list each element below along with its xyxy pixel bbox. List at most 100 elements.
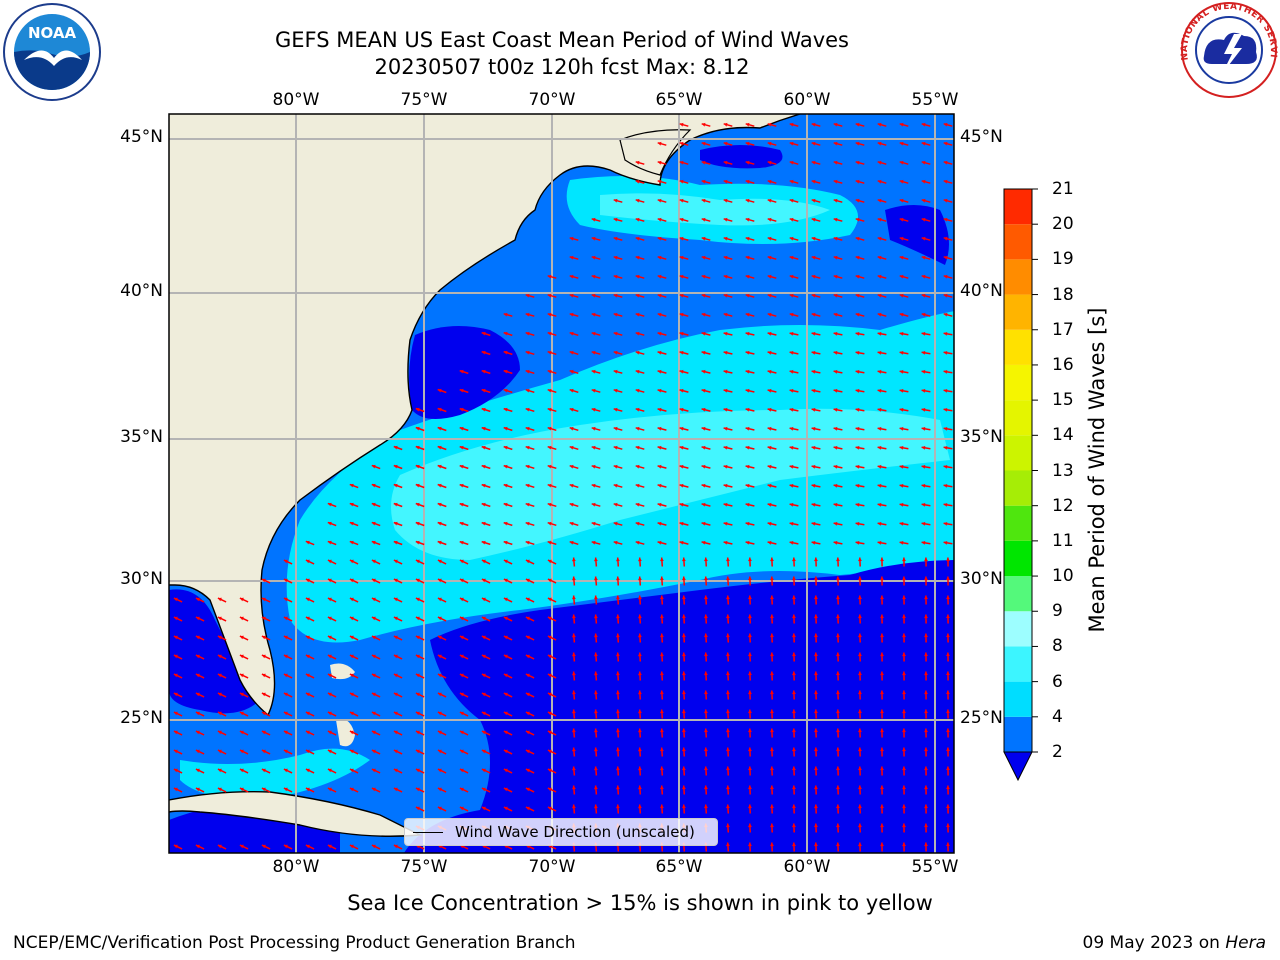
wind-wave-arrow-head: [415, 787, 420, 792]
wind-wave-arrow-head: [811, 236, 816, 241]
wind-wave-arrow-head: [792, 823, 796, 828]
wind-wave-arrow-head: [943, 179, 948, 184]
wind-wave-arrow-head: [481, 331, 486, 336]
wind-wave-arrow-head: [547, 521, 552, 526]
wind-wave-arrow-head: [726, 785, 730, 790]
wind-wave-arrow-head: [459, 483, 464, 488]
wind-wave-arrow-head: [371, 597, 376, 602]
wind-wave-arrow-head: [591, 426, 596, 431]
wind-wave-arrow-head: [811, 426, 816, 431]
wind-wave-arrow-head: [921, 407, 926, 412]
wind-wave-arrow-head: [792, 652, 796, 657]
wind-wave-arrow-head: [946, 690, 950, 694]
wind-wave-arrow-head: [855, 483, 860, 488]
wind-wave-arrow-head: [569, 293, 574, 298]
wind-wave-arrow-head: [723, 369, 728, 374]
wind-wave-arrow-head: [811, 388, 816, 393]
colorbar-tick-label: 19: [1052, 249, 1074, 270]
wind-wave-arrow-head: [745, 388, 750, 393]
wind-wave-arrow-head: [924, 709, 928, 714]
wind-wave-arrow-head: [704, 652, 708, 657]
wind-wave-arrow-head: [723, 293, 728, 298]
legend-line-sample: [413, 831, 443, 833]
colorbar-segment: [1004, 646, 1032, 682]
wind-wave-arrow-head: [704, 766, 708, 771]
wind-wave-arrow-head: [877, 160, 882, 165]
wind-wave-arrow-head: [195, 654, 200, 659]
wind-wave-arrow-head: [239, 597, 244, 602]
wind-wave-arrow-head: [657, 217, 662, 222]
wind-wave-arrow-head: [393, 768, 398, 773]
wind-wave-arrow-head: [899, 464, 904, 469]
wind-wave-arrow-head: [459, 540, 464, 545]
wind-wave-arrow-head: [723, 312, 728, 317]
wind-wave-arrow-head: [657, 350, 662, 355]
wind-wave-arrow-head: [943, 122, 948, 127]
wind-wave-arrow-head: [613, 388, 618, 393]
wind-wave-arrow-head: [745, 274, 750, 279]
wind-wave-arrow-head: [902, 576, 906, 581]
wind-wave-arrow-head: [393, 578, 398, 583]
wind-wave-arrow-head: [745, 464, 750, 469]
wind-wave-arrow-head: [946, 595, 950, 599]
wind-wave-arrow-head: [613, 274, 618, 279]
wind-wave-arrow-head: [415, 578, 420, 583]
wind-wave-arrow-head: [239, 787, 244, 792]
wind-wave-arrow-head: [503, 597, 508, 602]
wind-wave-arrow-head: [437, 692, 442, 697]
wind-wave-arrow-head: [943, 484, 948, 488]
wind-wave-arrow-head: [682, 766, 686, 771]
wind-wave-arrow-head: [283, 673, 288, 678]
wind-wave-arrow-head: [547, 635, 552, 640]
wind-wave-arrow-head: [899, 293, 904, 298]
wind-wave-arrow-head: [591, 483, 596, 488]
wind-wave-arrow-head: [899, 521, 904, 526]
wind-wave-arrow-head: [704, 595, 708, 600]
wind-wave-arrow-head: [855, 122, 860, 127]
wind-wave-arrow-head: [349, 654, 354, 659]
wind-wave-arrow-head: [305, 844, 310, 849]
wind-wave-arrow-head: [173, 692, 178, 697]
wind-wave-arrow-head: [327, 616, 332, 621]
wind-wave-arrow-head: [921, 198, 926, 203]
wind-wave-arrow-head: [616, 747, 620, 752]
wind-wave-arrow-head: [770, 747, 774, 752]
wind-wave-arrow-head: [613, 445, 618, 450]
wind-wave-arrow-head: [638, 728, 642, 733]
wind-wave-arrow-head: [525, 692, 530, 697]
wind-wave-arrow-head: [459, 445, 464, 450]
noaa-logo: NOAA: [3, 3, 101, 101]
wind-wave-arrow-head: [569, 331, 574, 336]
wind-wave-arrow-head: [503, 540, 508, 545]
wind-wave-arrow-head: [770, 671, 774, 676]
wind-wave-arrow-head: [481, 673, 486, 678]
wind-wave-arrow-head: [415, 768, 420, 773]
wind-wave-arrow-head: [371, 616, 376, 621]
wind-wave-arrow-head: [682, 728, 686, 733]
wind-wave-arrow-head: [547, 768, 552, 773]
wind-wave-arrow-head: [657, 141, 662, 146]
wind-wave-arrow-head: [415, 711, 420, 716]
wind-wave-arrow-head: [613, 198, 618, 203]
period-below-2-bay: [700, 145, 783, 169]
wind-wave-arrow-head: [371, 464, 376, 469]
wind-wave-arrow-head: [349, 540, 354, 545]
wind-wave-arrow-head: [195, 616, 200, 621]
wind-wave-arrow-head: [855, 521, 860, 526]
wind-wave-arrow-head: [833, 236, 838, 241]
wind-wave-arrow-head: [613, 350, 618, 355]
wind-wave-arrow-head: [877, 502, 882, 507]
wind-wave-arrow-head: [767, 255, 772, 260]
wind-wave-arrow-head: [594, 652, 598, 657]
wind-wave-arrow-head: [591, 312, 596, 317]
wind-wave-arrow-head: [789, 179, 794, 184]
wind-wave-arrow-head: [547, 616, 552, 621]
map-legend: Wind Wave Direction (unscaled): [404, 818, 718, 846]
wind-wave-arrow-head: [767, 502, 772, 507]
map-frame: [168, 113, 955, 854]
wind-wave-arrow-head: [305, 635, 310, 640]
wind-wave-arrow-head: [349, 597, 354, 602]
lon-label-top: 70°W: [528, 90, 576, 110]
wind-wave-arrow-head: [371, 749, 376, 754]
wind-wave-arrow-head: [525, 521, 530, 526]
